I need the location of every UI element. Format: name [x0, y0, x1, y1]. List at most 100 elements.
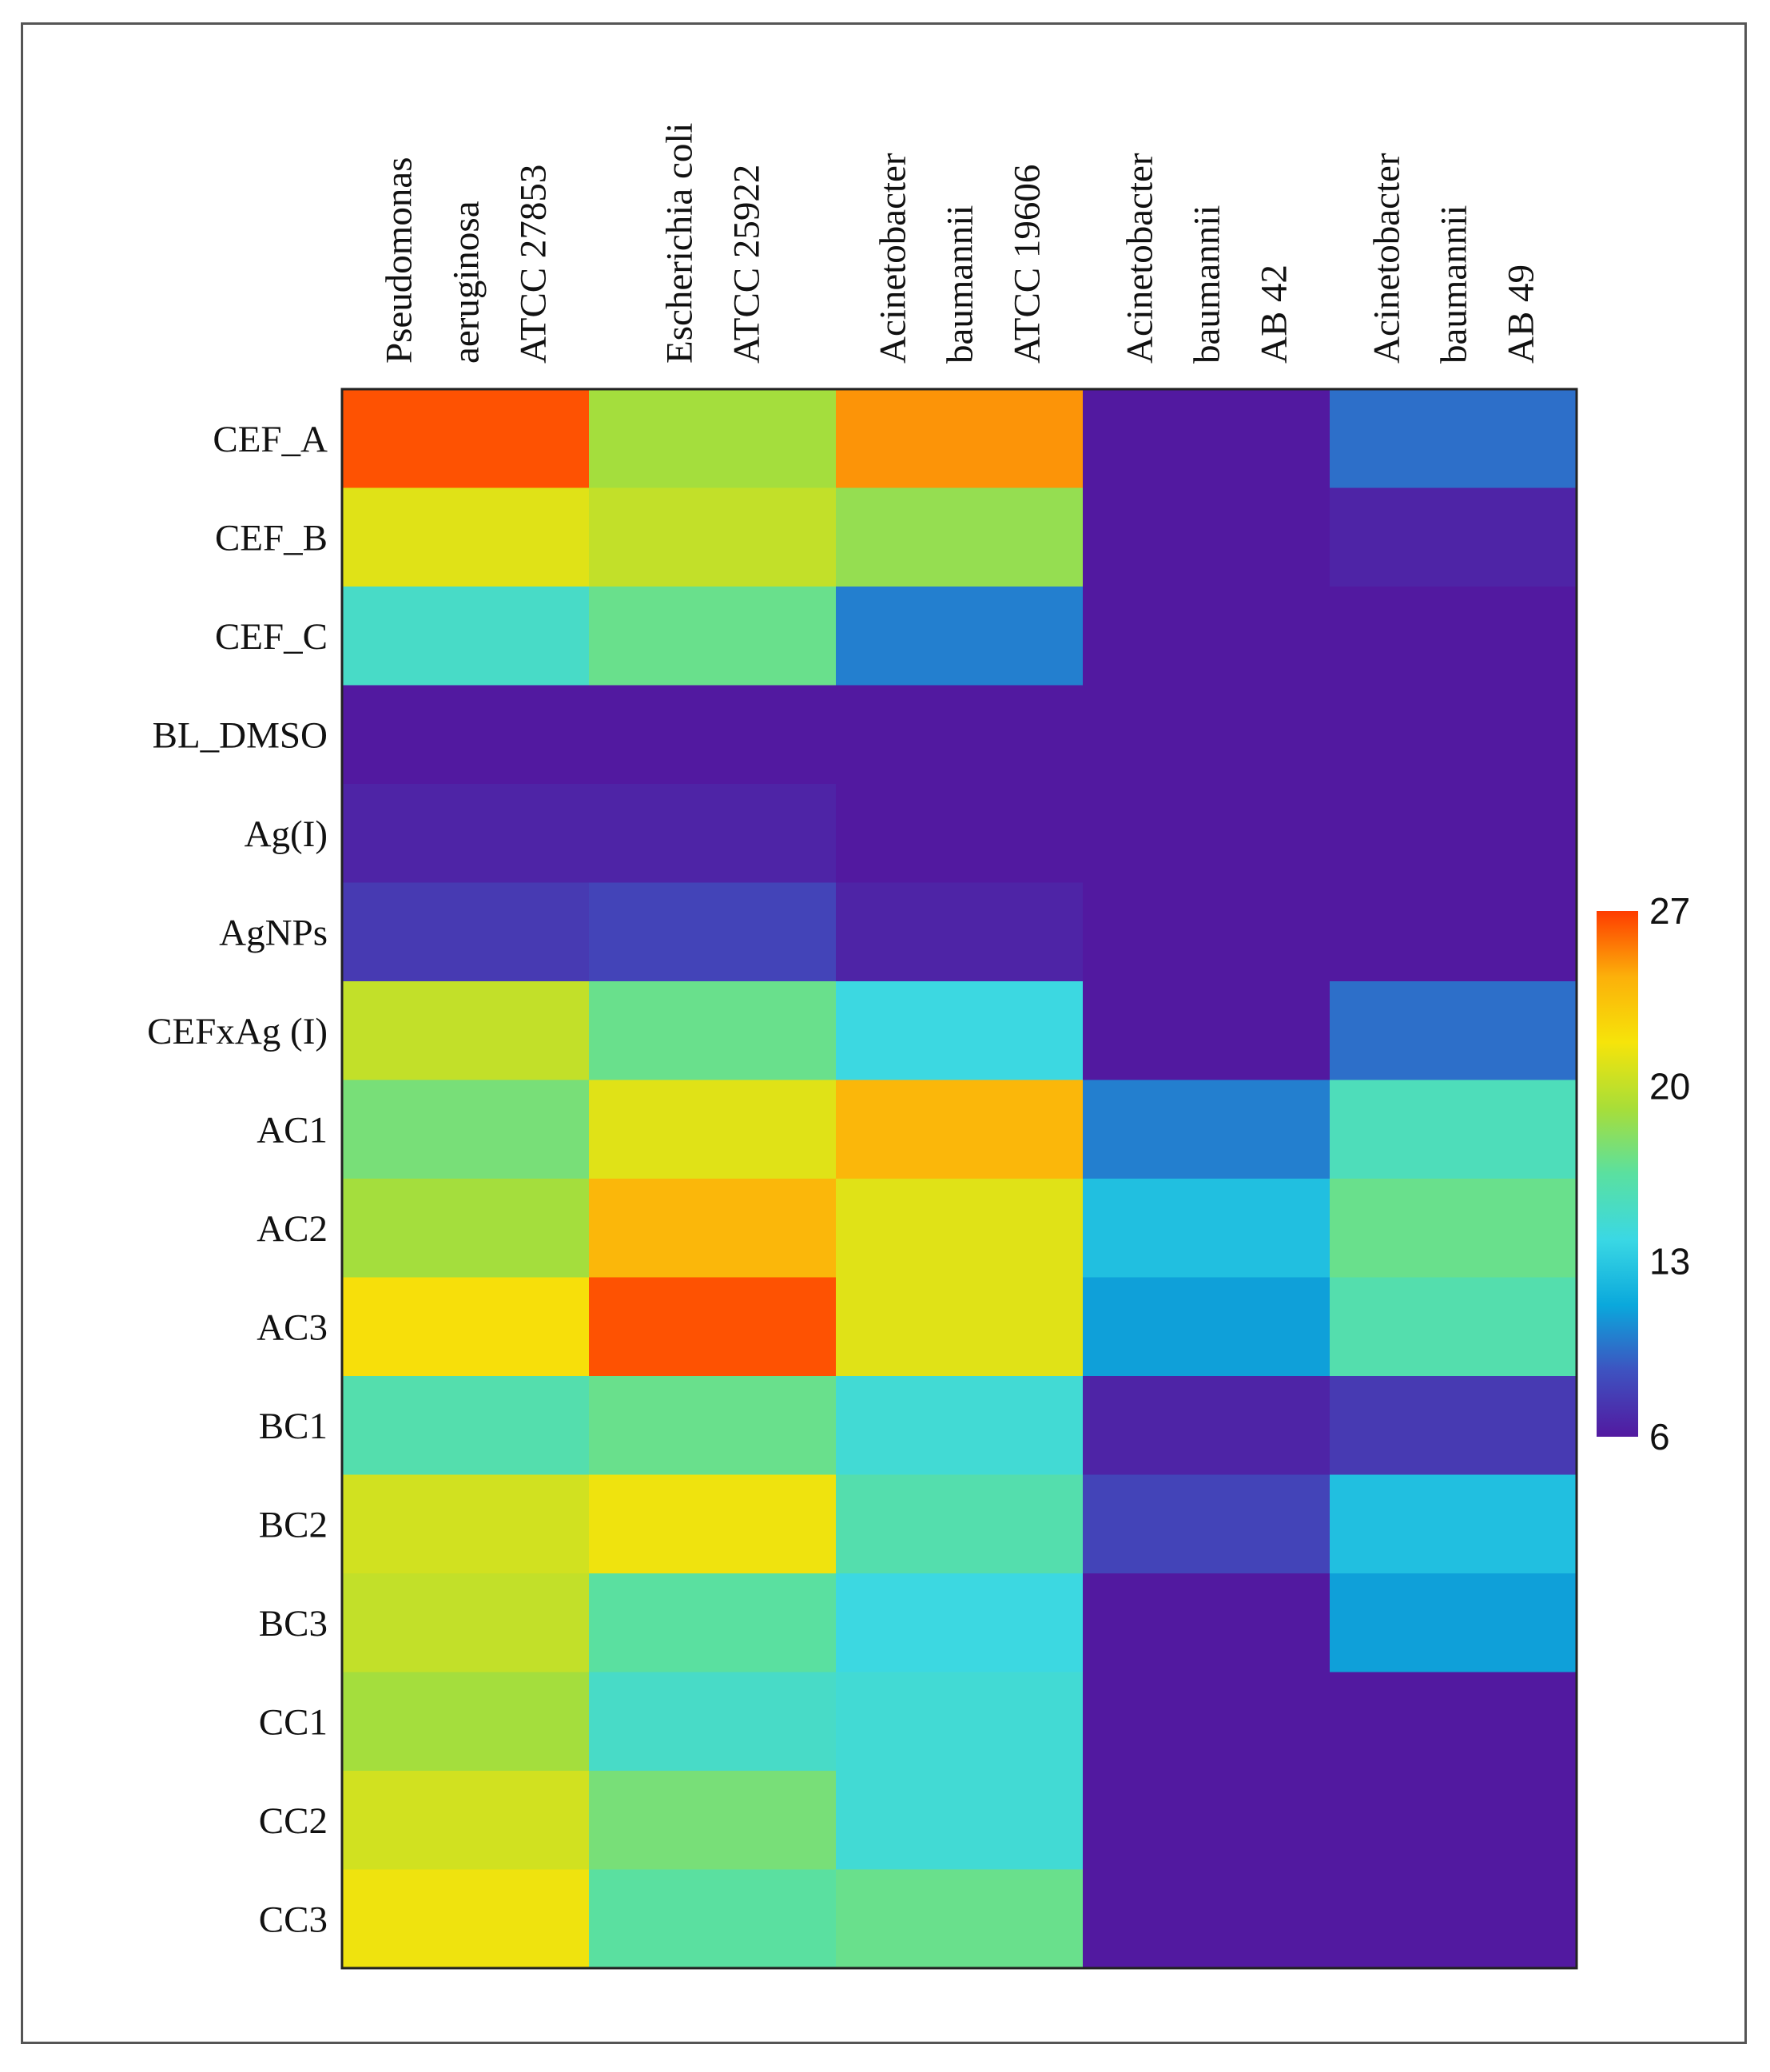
heatmap-cell	[836, 882, 1084, 982]
heatmap-cell	[836, 389, 1084, 489]
heatmap-cell	[1083, 1277, 1330, 1377]
heatmap-cell	[589, 1080, 837, 1179]
row-label: Ag(I)	[245, 813, 328, 855]
heatmap-cell	[1330, 389, 1577, 489]
column-label: baumannii	[940, 205, 981, 364]
heatmap-cell	[1083, 1080, 1330, 1179]
heatmap-cell	[1330, 882, 1577, 982]
heatmap-cell	[1083, 487, 1330, 587]
heatmap-cell	[342, 1376, 590, 1476]
heatmap-cell	[342, 389, 590, 489]
heatmap-cell	[836, 1277, 1084, 1377]
row-label: CC3	[259, 1899, 328, 1940]
colorbar-tick-label: 13	[1649, 1241, 1690, 1283]
heatmap-cell	[1083, 389, 1330, 489]
heatmap-cell	[589, 784, 837, 884]
heatmap-cell	[342, 1474, 590, 1574]
heatmap-cell	[342, 981, 590, 1081]
heatmap-cell	[589, 1376, 837, 1476]
heatmap-cell	[836, 1179, 1084, 1279]
heatmap-cell	[1330, 487, 1577, 587]
heatmap-cell	[1330, 1869, 1577, 1969]
heatmap-cell	[836, 1869, 1084, 1969]
heatmap-cell	[589, 1672, 837, 1772]
colorbar	[1597, 911, 1638, 1437]
heatmap-cell	[589, 487, 837, 587]
heatmap-cell	[836, 487, 1084, 587]
heatmap-cell	[342, 1672, 590, 1772]
heatmap-cell	[589, 1474, 837, 1574]
heatmap-cell	[1083, 784, 1330, 884]
heatmap-cell	[836, 587, 1084, 686]
colorbar-tick-label: 27	[1649, 890, 1690, 932]
heatmap-cell	[1330, 1179, 1577, 1279]
column-labels: Pseudomonas aeruginosa ATCC 27853 Escherich…	[379, 123, 1542, 364]
column-label: ATCC 27853	[513, 165, 555, 364]
heatmap-cell	[342, 1179, 590, 1279]
heatmap-cell	[1083, 1376, 1330, 1476]
heatmap-cell	[1330, 1376, 1577, 1476]
heatmap-cell	[836, 1080, 1084, 1179]
heatmap-cell	[836, 784, 1084, 884]
heatmap-cell	[836, 1474, 1084, 1574]
heatmap-cell	[342, 1771, 590, 1871]
heatmap-cell	[342, 882, 590, 982]
row-label: CEF_C	[215, 616, 328, 658]
heatmap-cell	[836, 981, 1084, 1081]
heatmap-cell	[1083, 587, 1330, 686]
column-label: Acinetobacter	[1366, 153, 1408, 364]
column-label: ATCC 25922	[726, 165, 768, 364]
heatmap-cell	[342, 1277, 590, 1377]
heatmap-cell	[1083, 1474, 1330, 1574]
heatmap-cell	[342, 1869, 590, 1969]
heatmap-cell	[1083, 1573, 1330, 1673]
heatmap-cell	[836, 1672, 1084, 1772]
heatmap-cell	[589, 1277, 837, 1377]
heatmap-cell	[342, 1080, 590, 1179]
column-label: aeruginosa	[446, 201, 487, 364]
heatmap-cell	[836, 1771, 1084, 1871]
row-label: BC3	[259, 1603, 328, 1644]
heatmap-cell	[1330, 685, 1577, 785]
heatmap-cells	[342, 389, 1577, 1969]
row-label: AgNPs	[219, 912, 328, 953]
column-label: Pseudomonas	[379, 157, 420, 364]
heatmap-cell	[589, 1573, 837, 1673]
row-label: CEF_A	[213, 419, 328, 460]
heatmap-cell	[1083, 981, 1330, 1081]
heatmap-cell	[1330, 1771, 1577, 1871]
heatmap-cell	[836, 685, 1084, 785]
heatmap-cell	[589, 389, 837, 489]
row-label: BC2	[259, 1504, 328, 1545]
row-label: CEFxAg (I)	[147, 1011, 328, 1052]
heatmap-cell	[1330, 981, 1577, 1081]
heatmap-cell	[836, 1573, 1084, 1673]
column-label: AB 49	[1501, 264, 1542, 364]
heatmap-cell	[1083, 1672, 1330, 1772]
heatmap-cell	[589, 882, 837, 982]
heatmap-cell	[836, 1376, 1084, 1476]
heatmap-cell	[1330, 1080, 1577, 1179]
colorbar-tick-label: 6	[1649, 1416, 1670, 1458]
column-label: Acinetobacter	[873, 153, 914, 364]
row-label: CEF_B	[215, 517, 328, 559]
heatmap-cell	[1330, 1672, 1577, 1772]
row-label: CC1	[259, 1701, 328, 1743]
row-label: CC2	[259, 1800, 328, 1842]
row-labels: CEF_A CEF_B CEF_C BL_DMSO Ag(I) AgNPs CEFxAg (…	[147, 419, 328, 1941]
column-label: ATCC 19606	[1007, 165, 1048, 364]
heatmap-cell	[1330, 784, 1577, 884]
row-label: AC2	[257, 1208, 328, 1250]
heatmap-cell	[1330, 1277, 1577, 1377]
row-label: BC1	[259, 1406, 328, 1447]
plot-border	[340, 388, 1578, 1970]
column-label: baumannii	[1187, 205, 1228, 364]
heatmap-cell	[342, 1573, 590, 1673]
column-label: Acinetobacter	[1120, 153, 1161, 364]
heatmap-cell	[1083, 1869, 1330, 1969]
heatmap-cell	[1083, 1771, 1330, 1871]
heatmap-cell	[589, 1869, 837, 1969]
heatmap-cell	[589, 1771, 837, 1871]
heatmap-cell	[1330, 587, 1577, 686]
